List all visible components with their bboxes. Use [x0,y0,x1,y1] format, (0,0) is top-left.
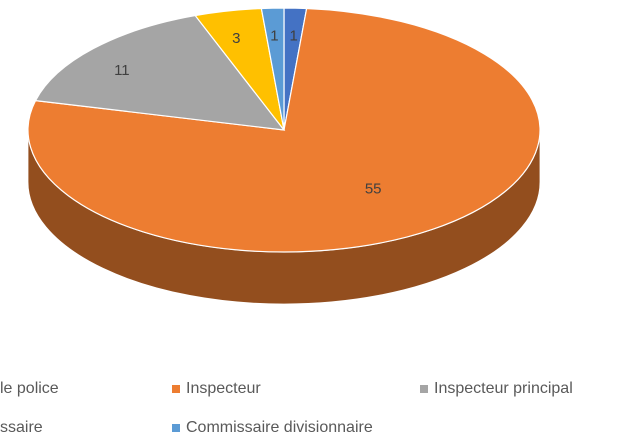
legend-label: Inspecteur [186,380,261,397]
data-label: 1 [289,27,297,44]
legend-label: Inspecteur principal [434,380,573,397]
legend-label: le police [0,380,59,397]
legend-swatch [420,385,428,393]
pie-slice [34,14,286,131]
data-label: 55 [365,181,382,198]
legend-label: Commissaire divisionnaire [186,419,373,436]
data-label: 3 [232,30,240,47]
data-label: 11 [114,62,130,79]
legend-label: ssaire [0,419,43,436]
legend-swatch [172,385,180,393]
pie-slice [260,7,285,131]
data-label: 1 [270,27,278,44]
legend-swatch [172,424,180,432]
